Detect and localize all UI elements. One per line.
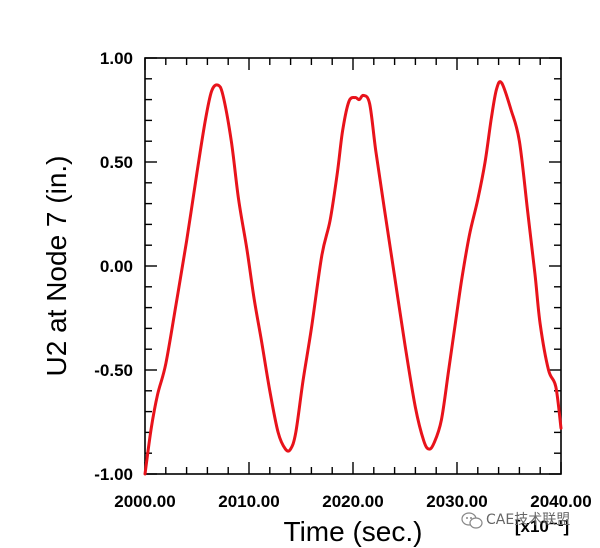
plot-frame bbox=[144, 57, 562, 475]
x-tick-label: 2000.00 bbox=[114, 492, 175, 511]
y-tick-label: -0.50 bbox=[94, 361, 133, 380]
watermark: CAE技术联盟 bbox=[461, 512, 570, 529]
y-tick-label: -1.00 bbox=[94, 465, 133, 484]
y-tick-label: 0.50 bbox=[100, 153, 133, 172]
y-tick-label: 0.00 bbox=[100, 257, 133, 276]
x-tick-label: 2030.00 bbox=[426, 492, 487, 511]
y-axis-title: U2 at Node 7 (in.) bbox=[41, 156, 72, 377]
watermark-text: CAE技术联盟 bbox=[486, 512, 570, 528]
series-line bbox=[143, 80, 563, 476]
y-tick-labels: 1.00 0.50 0.00 -0.50 -1.00 bbox=[94, 49, 133, 484]
x-axis bbox=[144, 58, 562, 474]
x-multiplier-label: [x10⁻¹] bbox=[515, 517, 569, 536]
x-axis-title: Time (sec.) bbox=[284, 516, 423, 547]
y-axis bbox=[145, 57, 561, 475]
wechat-icon bbox=[461, 512, 483, 529]
y-tick-label: 1.00 bbox=[100, 49, 133, 68]
x-tick-labels: 2000.00 2010.00 2020.00 2030.00 2040.00 bbox=[114, 492, 591, 511]
x-tick-label: 2010.00 bbox=[218, 492, 279, 511]
x-tick-label: 2020.00 bbox=[322, 492, 383, 511]
x-tick-label: 2040.00 bbox=[530, 492, 591, 511]
